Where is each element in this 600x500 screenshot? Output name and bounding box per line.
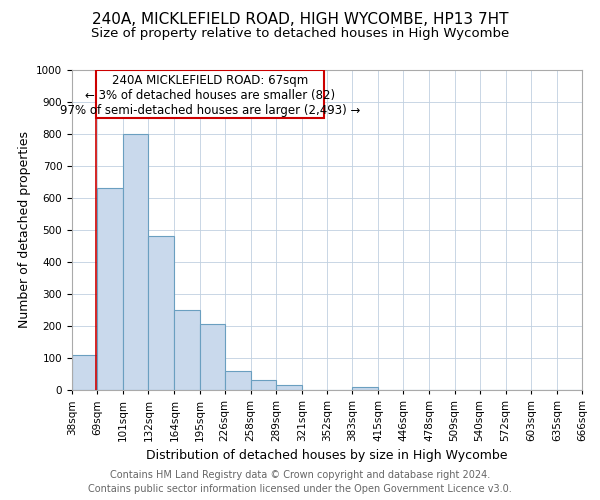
Y-axis label: Number of detached properties: Number of detached properties [17, 132, 31, 328]
Bar [251, 380, 276, 390]
Bar [175, 310, 199, 390]
Text: Size of property relative to detached houses in High Wycombe: Size of property relative to detached ho… [91, 28, 509, 40]
Bar [148, 236, 175, 390]
Bar [352, 387, 378, 390]
Text: Contains HM Land Registry data © Crown copyright and database right 2024.
Contai: Contains HM Land Registry data © Crown c… [88, 470, 512, 494]
Bar [199, 324, 224, 390]
Text: 97% of semi-detached houses are larger (2,493) →: 97% of semi-detached houses are larger (… [60, 104, 360, 117]
Bar [97, 188, 123, 390]
FancyBboxPatch shape [97, 70, 324, 118]
Bar [276, 385, 302, 390]
Bar [224, 371, 251, 390]
Text: ← 3% of detached houses are smaller (82): ← 3% of detached houses are smaller (82) [85, 88, 335, 102]
X-axis label: Distribution of detached houses by size in High Wycombe: Distribution of detached houses by size … [146, 450, 508, 462]
Text: 240A MICKLEFIELD ROAD: 67sqm: 240A MICKLEFIELD ROAD: 67sqm [112, 74, 308, 87]
Text: 240A, MICKLEFIELD ROAD, HIGH WYCOMBE, HP13 7HT: 240A, MICKLEFIELD ROAD, HIGH WYCOMBE, HP… [92, 12, 508, 28]
Bar [72, 355, 97, 390]
Bar [123, 134, 148, 390]
